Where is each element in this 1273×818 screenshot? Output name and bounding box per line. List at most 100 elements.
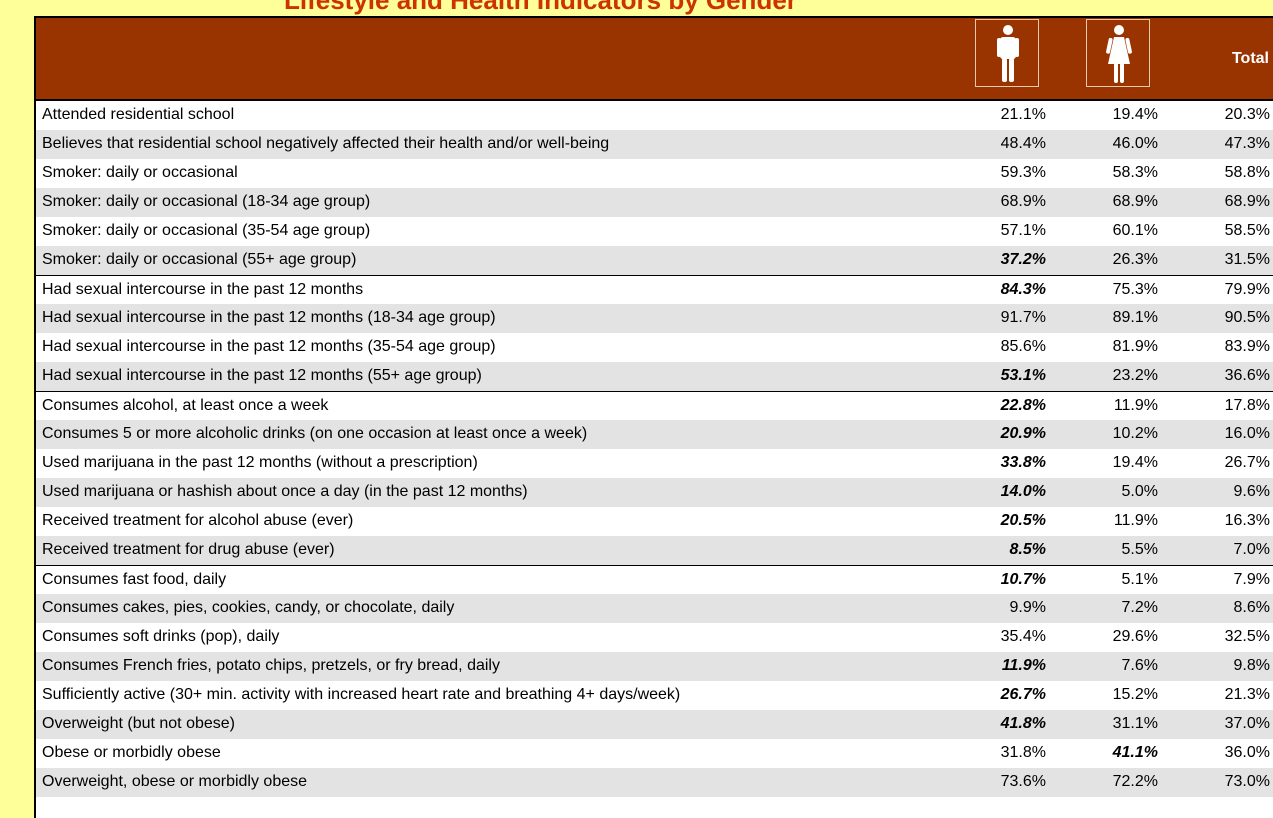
total-value: 37.0% xyxy=(1224,715,1270,732)
total-value: 36.0% xyxy=(1224,744,1270,761)
female-value: 11.9% xyxy=(1113,397,1158,414)
total-value: 32.5% xyxy=(1224,628,1270,645)
total-value: 36.6% xyxy=(1224,367,1270,384)
table-body: Attended residential school 21.1% 19.4% 20.… xyxy=(36,101,1273,797)
female-value: 11.9% xyxy=(1113,512,1158,529)
male-value: 33.8% xyxy=(1000,454,1046,471)
female-value: 26.3% xyxy=(1112,251,1158,268)
total-value: 58.8% xyxy=(1224,164,1270,181)
total-value: 58.5% xyxy=(1224,222,1270,239)
male-value: 9.9% xyxy=(1009,599,1046,616)
row-label: Used marijuana or hashish about once a d… xyxy=(42,483,528,500)
title-strip: Lifestyle and Health Indicators by Gende… xyxy=(0,0,1273,16)
total-value: 79.9% xyxy=(1224,281,1270,298)
table-row: Obese or morbidly obese 31.8% 41.1% 36.0% xyxy=(36,739,1273,768)
female-value: 5.1% xyxy=(1121,571,1158,588)
female-figure-icon xyxy=(1106,25,1132,83)
row-label: Consumes cakes, pies, cookies, candy, or… xyxy=(42,599,455,616)
male-value: 68.9% xyxy=(1000,193,1046,210)
row-label: Consumes soft drinks (pop), daily xyxy=(42,628,280,645)
female-value: 5.0% xyxy=(1121,483,1158,500)
table-row: Received treatment for drug abuse (ever)… xyxy=(36,536,1273,565)
table-row: Used marijuana in the past 12 months (wi… xyxy=(36,449,1273,478)
male-value: 37.2% xyxy=(1000,251,1046,268)
total-value: 83.9% xyxy=(1224,338,1270,355)
total-value: 73.0% xyxy=(1224,773,1270,790)
row-label: Believes that residential school negativ… xyxy=(42,135,610,152)
male-value: 84.3% xyxy=(1000,281,1046,298)
table-row: Consumes 5 or more alcoholic drinks (on … xyxy=(36,420,1273,449)
row-label: Received treatment for drug abuse (ever) xyxy=(42,541,335,558)
female-value: 31.1% xyxy=(1112,715,1158,732)
female-value: 41.1% xyxy=(1112,744,1158,761)
female-column-header xyxy=(1086,19,1150,87)
female-value: 15.2% xyxy=(1112,686,1158,703)
total-value: 17.8% xyxy=(1224,397,1270,414)
row-label: Consumes French fries, potato chips, pre… xyxy=(42,657,500,674)
female-value: 7.2% xyxy=(1121,599,1158,616)
row-label: Attended residential school xyxy=(42,106,235,123)
female-value: 72.2% xyxy=(1112,773,1158,790)
table-row: Consumes soft drinks (pop), daily 35.4% 29… xyxy=(36,623,1273,652)
female-value: 46.0% xyxy=(1112,135,1158,152)
male-value: 31.8% xyxy=(1000,744,1046,761)
table-row: Consumes fast food, daily 10.7% 5.1% 7.9% xyxy=(36,565,1273,594)
table-row: Consumes alcohol, at least once a week 22… xyxy=(36,391,1273,420)
female-value: 60.1% xyxy=(1112,222,1158,239)
table-row: Smoker: daily or occasional (18-34 age g… xyxy=(36,188,1273,217)
female-value: 7.6% xyxy=(1121,657,1158,674)
male-value: 8.5% xyxy=(1009,541,1046,558)
total-column-header: Total xyxy=(1231,50,1269,67)
table-row: Had sexual intercourse in the past 12 mo… xyxy=(36,333,1273,362)
table-row: Attended residential school 21.1% 19.4% 20.… xyxy=(36,101,1273,130)
total-value: 7.9% xyxy=(1233,571,1270,588)
male-value: 22.8% xyxy=(1000,397,1046,414)
row-label: Received treatment for alcohol abuse (ev… xyxy=(42,512,354,529)
table-row: Overweight, obese or morbidly obese 73.6%… xyxy=(36,768,1273,797)
table-row: Received treatment for alcohol abuse (ev… xyxy=(36,507,1273,536)
female-value: 5.5% xyxy=(1121,541,1158,558)
total-value: 20.3% xyxy=(1224,106,1270,123)
table-row: Had sexual intercourse in the past 12 mo… xyxy=(36,362,1273,391)
male-value: 48.4% xyxy=(1000,135,1046,152)
table-row: Had sexual intercourse in the past 12 mo… xyxy=(36,304,1273,333)
row-label: Overweight (but not obese) xyxy=(42,715,235,732)
male-value: 20.5% xyxy=(1000,512,1046,529)
male-value: 41.8% xyxy=(1000,715,1046,732)
row-label: Had sexual intercourse in the past 12 mo… xyxy=(42,309,496,326)
table-row: Consumes cakes, pies, cookies, candy, or… xyxy=(36,594,1273,623)
row-label: Used marijuana in the past 12 months (wi… xyxy=(42,454,478,471)
male-value: 14.0% xyxy=(1000,483,1046,500)
male-value: 35.4% xyxy=(1000,628,1046,645)
male-value: 85.6% xyxy=(1000,338,1046,355)
total-value: 26.7% xyxy=(1224,454,1270,471)
row-label: Consumes alcohol, at least once a week xyxy=(42,397,329,414)
male-value: 26.7% xyxy=(1000,686,1046,703)
total-value: 9.8% xyxy=(1233,657,1270,674)
total-value: 31.5% xyxy=(1224,251,1270,268)
row-label: Smoker: daily or occasional xyxy=(42,164,238,181)
male-value: 91.7% xyxy=(1000,309,1046,326)
male-value: 73.6% xyxy=(1000,773,1046,790)
row-label: Smoker: daily or occasional (55+ age gro… xyxy=(42,251,357,268)
table-header: Total xyxy=(36,18,1273,101)
row-label: Smoker: daily or occasional (18-34 age g… xyxy=(42,193,371,210)
table-row: Smoker: daily or occasional (35-54 age g… xyxy=(36,217,1273,246)
male-value: 53.1% xyxy=(1000,367,1046,384)
table-row: Smoker: daily or occasional (55+ age gro… xyxy=(36,246,1273,275)
total-value: 7.0% xyxy=(1233,541,1270,558)
row-label: Consumes fast food, daily xyxy=(42,571,227,588)
male-column-header xyxy=(975,19,1039,87)
total-value: 90.5% xyxy=(1224,309,1270,326)
row-label: Obese or morbidly obese xyxy=(42,744,221,761)
total-value: 47.3% xyxy=(1224,135,1270,152)
total-value: 16.3% xyxy=(1224,512,1270,529)
table-row: Consumes French fries, potato chips, pre… xyxy=(36,652,1273,681)
total-value: 68.9% xyxy=(1224,193,1270,210)
male-value: 11.9% xyxy=(1001,657,1046,674)
indicator-table: Total Attended residential school 21.1% 19… xyxy=(34,16,1273,818)
row-label: Had sexual intercourse in the past 12 mo… xyxy=(42,338,496,355)
female-value: 29.6% xyxy=(1112,628,1158,645)
row-label: Sufficiently active (30+ min. activity w… xyxy=(42,686,681,703)
table-row: Sufficiently active (30+ min. activity w… xyxy=(36,681,1273,710)
